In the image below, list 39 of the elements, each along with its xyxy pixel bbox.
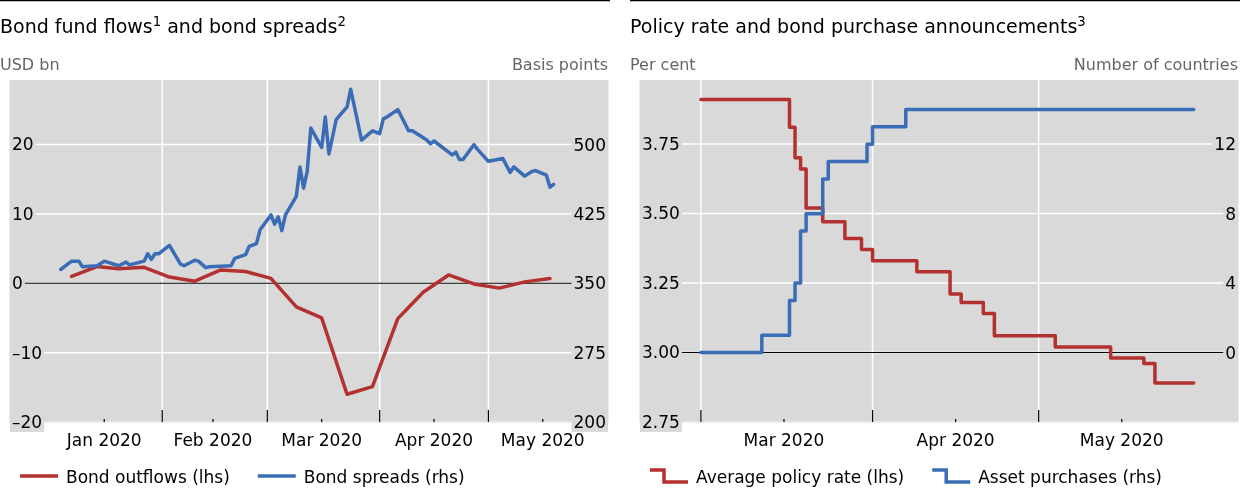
line-series <box>69 264 552 396</box>
x-tick-label: May 2020 <box>500 430 585 450</box>
y2-tick-label: 8 <box>1225 203 1236 224</box>
y2-tick-label: 500 <box>573 134 606 155</box>
x-tick-label: Feb 2020 <box>173 430 253 450</box>
chart-title: Bond fund flows$^{1}$ and bond spreads$^{2}$ <box>0 13 346 37</box>
x-tick-label: Jan 2020 <box>65 430 142 450</box>
y2-tick-label: 12 <box>1214 134 1236 155</box>
x-tick-label: May 2020 <box>1079 430 1164 450</box>
legend-label: Asset purchases (rhs) <box>978 467 1162 488</box>
y-tick-label: 3.00 <box>642 342 680 363</box>
y-tick-label: 3.50 <box>642 203 680 224</box>
y-tick-label: 10 <box>12 203 34 224</box>
y2-axis-title: Number of countries <box>1073 55 1238 74</box>
y2-tick-label: 275 <box>573 342 606 363</box>
y2-axis-title: Basis points <box>511 55 608 74</box>
y2-tick-label: 425 <box>573 203 606 224</box>
y-tick-label: 3.25 <box>642 272 680 293</box>
legend-label: Bond outflows (lhs) <box>66 467 230 488</box>
x-tick-label: Mar 2020 <box>281 430 363 450</box>
y-tick-label: –10 <box>12 342 43 363</box>
y-tick-label: 2.75 <box>642 411 680 432</box>
legend-label: Average policy rate (lhs) <box>696 467 905 488</box>
y2-tick-label: 200 <box>573 411 606 432</box>
y2-tick-label: 0 <box>1225 342 1236 363</box>
y2-tick-label: 4 <box>1225 273 1236 294</box>
y-axis-title: USD bn <box>0 55 60 74</box>
y-tick-label: 20 <box>12 134 34 155</box>
line-series <box>58 87 556 272</box>
y-axis-title: Per cent <box>630 55 696 74</box>
y-tick-label: –20 <box>12 411 43 432</box>
y2-tick-label: 350 <box>573 273 606 294</box>
chart-title: Policy rate and bond purchase announcements$^{3}$ <box>630 13 1086 37</box>
x-tick-label: Apr 2020 <box>395 430 474 450</box>
x-tick-label: Mar 2020 <box>743 430 825 450</box>
x-tick-label: Apr 2020 <box>916 430 995 450</box>
legend-label: Bond spreads (rhs) <box>303 467 465 488</box>
y-tick-label: 0 <box>12 273 23 294</box>
y-tick-label: 3.75 <box>642 133 680 154</box>
